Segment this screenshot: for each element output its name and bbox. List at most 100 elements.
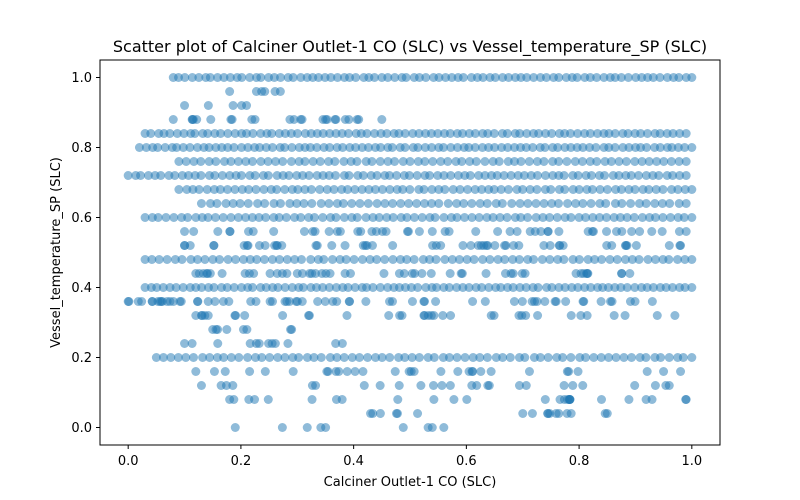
- scatter-point: [168, 115, 178, 124]
- scatter-point: [470, 185, 480, 194]
- scatter-point: [394, 129, 404, 138]
- x-axis-label: Calciner Outlet-1 CO (SLC): [324, 475, 497, 490]
- scatter-point: [200, 255, 210, 264]
- scatter-point: [568, 381, 578, 390]
- scatter-point: [390, 157, 400, 166]
- scatter-point: [245, 73, 255, 82]
- scatter-point: [543, 227, 553, 236]
- scatter-point: [286, 157, 296, 166]
- scatter-point: [586, 283, 596, 292]
- scatter-point: [400, 353, 410, 362]
- scatter-point: [687, 255, 697, 264]
- scatter-point: [193, 255, 203, 264]
- scatter-point: [393, 395, 403, 404]
- scatter-point: [218, 213, 228, 222]
- scatter-point: [514, 241, 524, 250]
- scatter-point: [228, 381, 238, 390]
- scatter-point: [472, 381, 482, 390]
- scatter-point: [516, 213, 526, 222]
- scatter-point: [484, 283, 494, 292]
- scatter-point: [250, 171, 260, 180]
- scatter-point: [514, 381, 524, 390]
- scatter-point: [503, 185, 513, 194]
- scatter-point: [657, 227, 667, 236]
- scatter-point: [547, 283, 557, 292]
- scatter-point: [219, 353, 229, 362]
- scatter-point: [257, 87, 267, 96]
- scatter-point: [213, 325, 223, 334]
- scatter-point: [265, 353, 275, 362]
- scatter-point: [547, 199, 557, 208]
- scatter-point: [123, 171, 133, 180]
- scatter-point: [161, 213, 171, 222]
- scatter-point: [426, 129, 436, 138]
- scatter-point: [287, 325, 297, 334]
- scatter-point: [641, 353, 651, 362]
- scatter-point: [196, 171, 206, 180]
- scatter-point: [290, 255, 300, 264]
- scatter-point: [288, 367, 298, 376]
- scatter-point: [573, 171, 583, 180]
- scatter-point: [166, 353, 176, 362]
- scatter-point: [484, 381, 494, 390]
- scatter-point: [210, 213, 220, 222]
- scatter-point: [218, 297, 228, 306]
- scatter-point: [229, 143, 239, 152]
- points-layer: [123, 73, 697, 432]
- scatter-point: [183, 213, 193, 222]
- scatter-point: [261, 213, 271, 222]
- scatter-point: [294, 353, 304, 362]
- scatter-point: [231, 255, 241, 264]
- scatter-point: [368, 409, 378, 418]
- scatter-point: [680, 143, 690, 152]
- scatter-point: [249, 269, 259, 278]
- scatter-point: [140, 213, 150, 222]
- scatter-point: [425, 171, 435, 180]
- scatter-point: [417, 213, 427, 222]
- scatter-point: [322, 115, 332, 124]
- scatter-point: [587, 185, 597, 194]
- scatter-point: [338, 199, 348, 208]
- scatter-point: [471, 157, 481, 166]
- scatter-point: [152, 283, 162, 292]
- scatter-point: [385, 353, 395, 362]
- scatter-point: [443, 157, 453, 166]
- scatter-point: [585, 157, 595, 166]
- scatter-point: [331, 283, 341, 292]
- scatter-point: [212, 199, 222, 208]
- scatter-point: [399, 269, 409, 278]
- scatter-point: [181, 353, 191, 362]
- scatter-point: [187, 115, 197, 124]
- scatter-point: [383, 157, 393, 166]
- scatter-point: [586, 199, 596, 208]
- scatter-point: [509, 297, 519, 306]
- scatter-point: [156, 171, 166, 180]
- scatter-point: [330, 157, 340, 166]
- scatter-point: [269, 73, 279, 82]
- scatter-point: [588, 227, 598, 236]
- scatter-point: [332, 227, 342, 236]
- scatter-point: [572, 73, 582, 82]
- scatter-point: [186, 255, 196, 264]
- scatter-point: [315, 185, 325, 194]
- scatter-point: [158, 283, 168, 292]
- scatter-point: [230, 423, 240, 432]
- scatter-point: [392, 409, 402, 418]
- scatter-point: [545, 213, 555, 222]
- scatter-point: [507, 199, 517, 208]
- scatter-point: [241, 157, 251, 166]
- scatter-point: [219, 157, 229, 166]
- scatter-point: [358, 367, 368, 376]
- scatter-point: [433, 171, 443, 180]
- scatter-point: [154, 255, 164, 264]
- scatter-point: [316, 199, 326, 208]
- scatter-point: [308, 157, 318, 166]
- scatter-point: [630, 297, 640, 306]
- scatter-point: [226, 353, 236, 362]
- scatter-point: [550, 297, 560, 306]
- scatter-point: [343, 129, 353, 138]
- scatter-point: [261, 283, 271, 292]
- scatter-point: [254, 241, 264, 250]
- scatter-point: [331, 213, 341, 222]
- scatter-point: [597, 255, 607, 264]
